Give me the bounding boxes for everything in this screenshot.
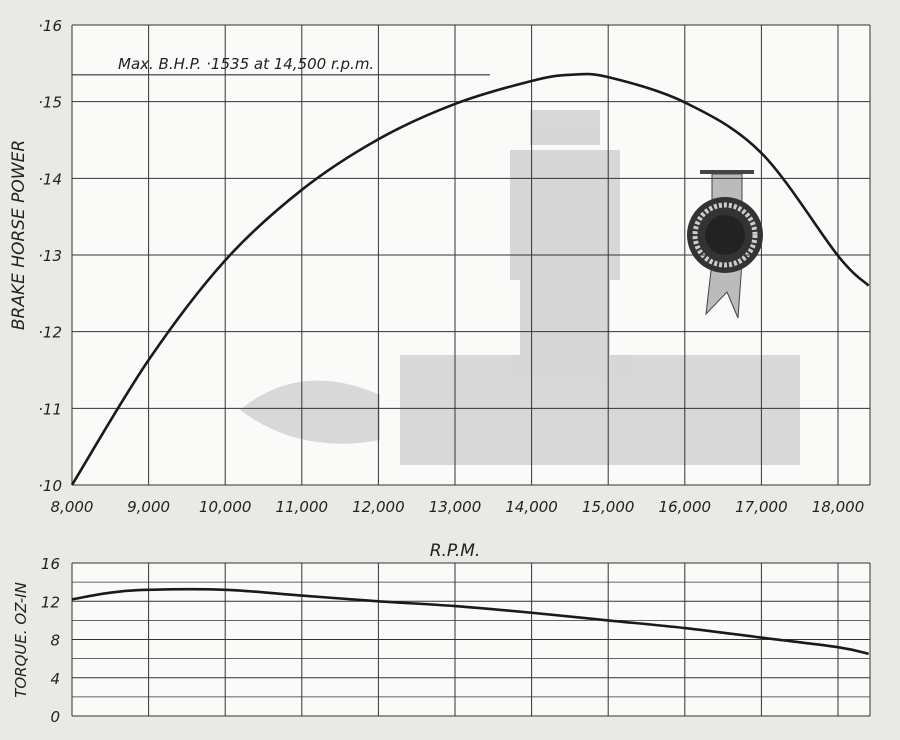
- bhp-y-tick-label: ·14: [38, 170, 62, 188]
- engine-watermark: [240, 110, 800, 465]
- bhp-y-tick-label: ·16: [38, 17, 62, 35]
- max-bhp-annotation: Max. B.H.P. ·1535 at 14,500 r.p.m.: [118, 55, 374, 73]
- x-axis-label: R.P.M.: [430, 541, 481, 561]
- x-tick-label: 10,000: [199, 498, 252, 516]
- torque-y-tick-label: 0: [50, 708, 60, 726]
- bhp-curve: [70, 72, 870, 486]
- torque-y-tick-label: 4: [50, 670, 60, 688]
- x-tick-label: 12,000: [352, 498, 405, 516]
- torque-y-tick-label: 8: [50, 632, 60, 650]
- x-tick-label: 9,000: [127, 498, 170, 516]
- bhp-y-tick-label: ·11: [38, 400, 62, 418]
- x-tick-label: 11,000: [276, 498, 329, 516]
- x-tick-label: 18,000: [812, 498, 865, 516]
- bhp-y-axis-label: BRAKE HORSE POWER: [9, 140, 29, 330]
- bhp-y-tick-label: ·12: [38, 324, 62, 342]
- torque-y-tick-label: 12: [41, 593, 60, 611]
- torque-y-tick-label: 16: [41, 555, 60, 573]
- torque-y-axis-label: TORQUE. OZ-IN: [12, 582, 30, 698]
- bhp-y-tick-label: ·13: [38, 247, 62, 265]
- bhp-y-tick-label: ·15: [38, 94, 62, 112]
- x-tick-label: 8,000: [51, 498, 94, 516]
- x-tick-label: 16,000: [659, 498, 712, 516]
- seal-logo: [687, 170, 763, 319]
- torque-curve: [71, 587, 869, 656]
- x-tick-label: 17,000: [735, 498, 788, 516]
- x-tick-label: 15,000: [582, 498, 635, 516]
- x-tick-label: 14,000: [505, 498, 558, 516]
- x-tick-label: 13,000: [429, 498, 482, 516]
- bhp-y-tick-label: ·10: [38, 477, 62, 495]
